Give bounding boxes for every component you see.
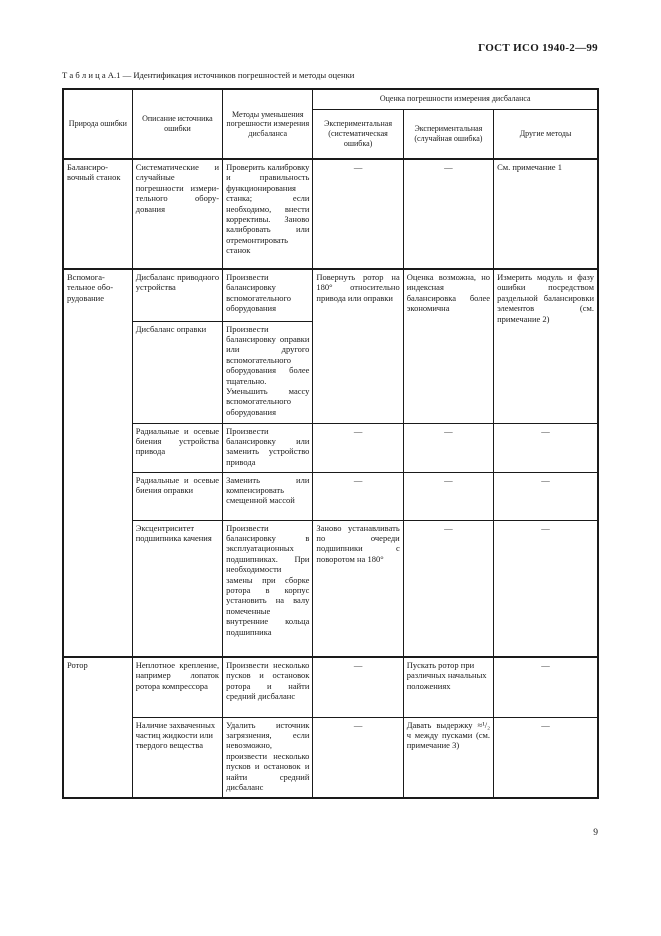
cell-exp-random: Пускать ротор при различных начальных по… — [402, 656, 495, 718]
cell-other: — — [493, 422, 599, 473]
header-exp-random: Экспериментальная (случайная ошибка) — [402, 108, 495, 160]
cell-source: Дисбаланс оправки — [131, 320, 224, 424]
cell-exp-random: — — [402, 422, 495, 473]
cell-other: См. примечание 1 — [493, 158, 599, 270]
table-row-rotor-loose-parts: Ротор Неплотное крепление, например лопа… — [62, 656, 599, 799]
cell-exp-systematic: — — [312, 471, 404, 521]
cell-exp-systematic: — — [312, 716, 404, 799]
doc-code: ГОСТ ИСО 1940-2—99 — [478, 42, 598, 54]
header-other-methods: Другие методы — [493, 108, 599, 160]
cell-method: Заменить или компенсировать смещенной ма… — [222, 471, 314, 521]
cell-nature: Балансиро­вочный станок — [62, 158, 133, 270]
table-row-drive-runout: Радиальные и осевые биения устройства пр… — [63, 422, 599, 473]
cell-method: Проверить калибровку и правильность функ… — [222, 158, 314, 270]
cell-nature: Вспомога­тельное обо­рудование — [62, 268, 133, 658]
table-body: Балансиро­вочный станок Систематические … — [62, 158, 599, 799]
cell-method: Произвести балансировку вспомогательного… — [222, 268, 314, 322]
cell-exp-random: Оценка возможна, но индексная балансиров… — [402, 268, 495, 424]
cell-method: Произвести несколько пусков и остановок … — [222, 656, 314, 718]
cell-method: Произвести балансировку оправки или друг… — [222, 320, 314, 424]
cell-exp-systematic: Повернуть ротор на 180° относительно при… — [312, 268, 404, 424]
cell-exp-random: — — [402, 519, 495, 658]
table-row-mandrel-unbalance: Дисбаланс оправки Произвести балансировк… — [63, 320, 598, 424]
cell-other: — — [493, 656, 599, 718]
error-sources-table: Природа ошибки Описание источника ошибки… — [62, 88, 599, 799]
cell-method: Произвести балансировку в эксплуа­тацион… — [222, 519, 314, 658]
table-row-balancing-machine: Балансиро­вочный станок Систематические … — [62, 158, 599, 270]
cell-exp-systematic: Заново устанавливать по очереди подшипни… — [312, 519, 404, 658]
header-source: Описание источника ошибки — [131, 88, 224, 160]
cell-source: Эксцентриситет подшипника качения — [131, 519, 224, 658]
cell-exp-systematic: — — [312, 158, 404, 270]
cell-exp-random: Давать выдержку ≈¹/₂ ч между пусками (см… — [402, 716, 495, 799]
table-row-rotor-trapped-particles: Наличие захваченных частиц жидкости или … — [63, 716, 599, 799]
cell-other: — — [493, 716, 599, 799]
cell-source: Систематические и случайные погрешности … — [131, 158, 224, 270]
table-row-mandrel-runout: Радиальные и осевые биения оправки Замен… — [63, 471, 599, 521]
cell-method: Удалить источник загрязнения, если невоз… — [222, 716, 314, 799]
cell-source: Радиальные и осевые биения устройства пр… — [131, 422, 224, 473]
cell-exp-random: — — [402, 471, 495, 521]
cell-other: — — [493, 471, 599, 521]
cell-source: Наличие захваченных частиц жидкости или … — [131, 716, 224, 799]
cell-source: Неплотное крепление, например лопаток ро… — [131, 656, 224, 718]
header-exp-systematic: Экспериментальная (систематическая ошибк… — [312, 108, 404, 160]
cell-nature: Ротор — [62, 656, 133, 799]
header-methods: Методы уменьшения погрешности измерения … — [222, 88, 314, 160]
table-row-bearing-eccentricity: Эксцентриситет подшипника качения Произв… — [63, 519, 599, 658]
cell-exp-random: — — [402, 158, 495, 270]
cell-source: Радиальные и осевые биения оправки — [131, 471, 224, 521]
table-caption: Т а б л и ц а А.1 — Идентификация источн… — [62, 70, 355, 80]
cell-exp-systematic: — — [312, 422, 404, 473]
header-nature: Природа ошибки — [62, 88, 133, 160]
table-header: Природа ошибки Описание источника ошибки… — [62, 88, 599, 160]
cell-other: Измерить модуль и фазу ошибки посредство… — [493, 268, 599, 424]
header-estimate-group: Оценка погрешности измерения дисбаланса — [312, 88, 599, 110]
cell-exp-systematic: — — [312, 656, 404, 718]
cell-source: Дисбаланс приводного устройства — [131, 268, 224, 322]
table-row-aux-drive-unbalance: Вспомога­тельное обо­рудование Дисбаланс… — [62, 268, 599, 658]
table-header-row-group: Природа ошибки Описание источника ошибки… — [62, 88, 599, 160]
cell-other: — — [493, 519, 599, 658]
page-number: 9 — [593, 828, 598, 838]
cell-method: Произвести балансировку или заменить уст… — [222, 422, 314, 473]
